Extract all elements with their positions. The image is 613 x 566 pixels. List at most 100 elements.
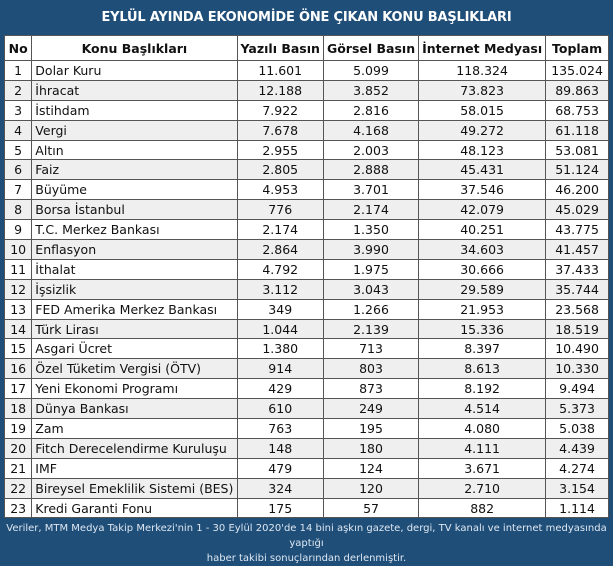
- cell-internet: 45.431: [418, 159, 547, 181]
- col-visual: Görsel Basın: [322, 35, 420, 61]
- table-row: 14 Türk Lirası 1.044 2.139 15.336 18.519: [3, 318, 609, 340]
- table-row: 4 Vergi 7.678 4.168 49.272 61.118: [3, 119, 609, 141]
- cell-total: 10.330: [545, 358, 609, 380]
- cell-no: 21: [3, 457, 33, 479]
- cell-total: 45.029: [545, 199, 609, 221]
- table-title: EYLÜL AYINDA EKONOMİDE ÖNE ÇIKAN KONU BA…: [101, 10, 512, 25]
- cell-topic: Fitch Derecelendirme Kuruluşu: [31, 437, 238, 459]
- cell-internet: 118.324: [418, 60, 547, 81]
- cell-print: 175: [236, 497, 324, 519]
- cell-visual: 873: [322, 378, 420, 400]
- cell-visual: 1.975: [322, 258, 420, 280]
- cell-no: 5: [3, 139, 33, 161]
- cell-topic: Dünya Bankası: [31, 398, 238, 420]
- source-note-line2: haber takibi sonuçlarından derlenmiştir.: [206, 553, 407, 564]
- cell-topic: Faiz: [31, 159, 238, 181]
- source-note: Veriler, MTM Medya Takip Merkezi'nin 1 -…: [0, 518, 613, 564]
- table-row: 10 Enflasyon 2.864 3.990 34.603 41.457: [3, 239, 609, 260]
- cell-internet: 15.336: [418, 318, 547, 340]
- cell-no: 10: [3, 239, 33, 260]
- cell-internet: 3.671: [418, 457, 547, 479]
- cell-no: 14: [3, 318, 33, 340]
- cell-internet: 42.079: [418, 199, 547, 221]
- cell-total: 89.863: [545, 79, 609, 101]
- cell-print: 11.601: [236, 60, 324, 81]
- cell-no: 22: [3, 477, 33, 499]
- cell-topic: Özel Tüketim Vergisi (ÖTV): [31, 358, 238, 380]
- table-row: 8 Borsa İstanbul 776 2.174 42.079 45.029: [3, 199, 609, 221]
- table-row: 7 Büyüme 4.953 3.701 37.546 46.200: [3, 179, 609, 201]
- cell-no: 4: [3, 119, 33, 141]
- cell-print: 1.044: [236, 318, 324, 340]
- cell-print: 763: [236, 418, 324, 439]
- cell-topic: Vergi: [31, 119, 238, 141]
- cell-print: 7.678: [236, 119, 324, 141]
- cell-topic: Zam: [31, 418, 238, 439]
- col-internet: İnternet Medyası: [418, 35, 547, 61]
- cell-print: 2.864: [236, 239, 324, 260]
- cell-internet: 58.015: [418, 99, 547, 121]
- cell-topic: FED Amerika Merkez Bankası: [31, 298, 238, 320]
- cell-total: 61.118: [545, 119, 609, 141]
- cell-visual: 2.003: [322, 139, 420, 161]
- cell-no: 16: [3, 358, 33, 380]
- cell-print: 479: [236, 457, 324, 479]
- cell-total: 1.114: [545, 497, 609, 519]
- col-total: Toplam: [545, 35, 609, 61]
- cell-no: 2: [3, 79, 33, 101]
- cell-topic: İstihdam: [31, 99, 238, 121]
- cell-topic: T.C. Merkez Bankası: [31, 219, 238, 241]
- col-topic: Konu Başlıkları: [31, 35, 238, 61]
- cell-total: 53.081: [545, 139, 609, 161]
- cell-topic: Yeni Ekonomi Programı: [31, 378, 238, 400]
- cell-print: 148: [236, 437, 324, 459]
- cell-internet: 8.613: [418, 358, 547, 380]
- cell-total: 51.124: [545, 159, 609, 181]
- cell-total: 23.568: [545, 298, 609, 320]
- cell-internet: 49.272: [418, 119, 547, 141]
- cell-internet: 73.823: [418, 79, 547, 101]
- cell-total: 5.373: [545, 398, 609, 420]
- cell-internet: 4.111: [418, 437, 547, 459]
- cell-visual: 2.888: [322, 159, 420, 181]
- cell-total: 3.154: [545, 477, 609, 499]
- table-row: 12 İşsizlik 3.112 3.043 29.589 35.744: [3, 278, 609, 300]
- cell-internet: 882: [418, 497, 547, 519]
- table-row: 2 İhracat 12.188 3.852 73.823 89.863: [3, 79, 609, 101]
- cell-internet: 29.589: [418, 278, 547, 300]
- cell-internet: 21.953: [418, 298, 547, 320]
- cell-print: 2.805: [236, 159, 324, 181]
- cell-print: 324: [236, 477, 324, 499]
- cell-visual: 3.852: [322, 79, 420, 101]
- cell-visual: 5.099: [322, 60, 420, 81]
- cell-print: 12.188: [236, 79, 324, 101]
- cell-total: 10.490: [545, 338, 609, 360]
- table-row: 6 Faiz 2.805 2.888 45.431 51.124: [3, 159, 609, 181]
- cell-topic: Enflasyon: [31, 239, 238, 260]
- table-row: 20 Fitch Derecelendirme Kuruluşu 148 180 4.1…: [3, 437, 609, 459]
- table-row: 19 Zam 763 195 4.080 5.038: [3, 418, 609, 439]
- cell-print: 3.112: [236, 278, 324, 300]
- cell-print: 7.922: [236, 99, 324, 121]
- table-row: 11 İthalat 4.792 1.975 30.666 37.433: [3, 258, 609, 280]
- cell-print: 2.955: [236, 139, 324, 161]
- cell-no: 9: [3, 219, 33, 241]
- table-row: 13 FED Amerika Merkez Bankası 349 1.266 21.9…: [3, 298, 609, 320]
- cell-total: 37.433: [545, 258, 609, 280]
- cell-print: 2.174: [236, 219, 324, 241]
- cell-total: 18.519: [545, 318, 609, 340]
- cell-no: 6: [3, 159, 33, 181]
- cell-print: 429: [236, 378, 324, 400]
- cell-no: 1: [3, 60, 33, 81]
- cell-topic: Asgari Ücret: [31, 338, 238, 360]
- cell-no: 7: [3, 179, 33, 201]
- cell-internet: 2.710: [418, 477, 547, 499]
- cell-internet: 4.080: [418, 418, 547, 439]
- cell-no: 19: [3, 418, 33, 439]
- cell-total: 135.024: [545, 60, 609, 81]
- cell-visual: 3.990: [322, 239, 420, 260]
- table-row: 22 Bireysel Emeklilik Sistemi (BES) 324 120…: [3, 477, 609, 499]
- cell-topic: IMF: [31, 457, 238, 479]
- cell-topic: Dolar Kuru: [31, 60, 238, 81]
- cell-total: 46.200: [545, 179, 609, 201]
